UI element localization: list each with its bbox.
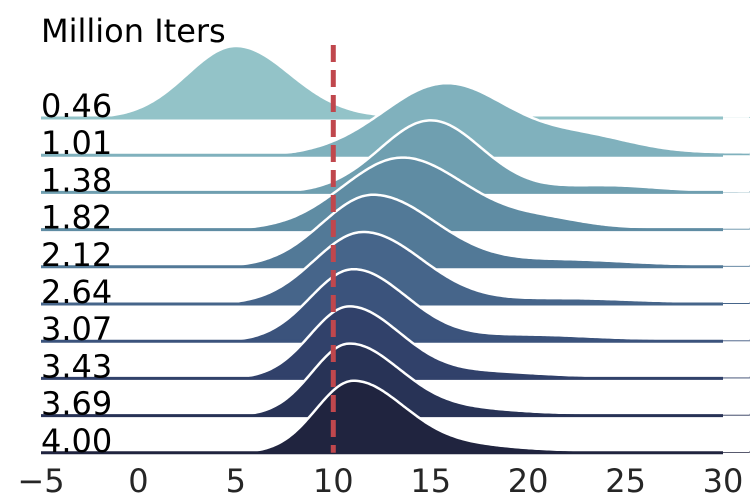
ridge-fill-0.46 — [41, 46, 750, 118]
ridge-label-4.00: 4.00 — [41, 422, 112, 460]
ridge-fill-3.69 — [41, 343, 750, 416]
x-tick-label: 20 — [508, 462, 549, 500]
x-tick-label: 5 — [226, 462, 246, 500]
ridge-fill-3.07 — [41, 269, 750, 342]
x-tick-label: −5 — [17, 462, 64, 500]
ridge-label-1.82: 1.82 — [41, 199, 112, 237]
x-tick-label: 0 — [128, 462, 148, 500]
ridge-fill-1.01 — [41, 83, 750, 156]
ridge-fill-2.64 — [41, 232, 750, 304]
ridge-label-1.38: 1.38 — [41, 161, 112, 199]
ridge-label-3.07: 3.07 — [41, 310, 112, 348]
x-tick-label: 30 — [703, 462, 744, 500]
ridge-label-2.64: 2.64 — [41, 273, 112, 311]
x-axis: −5 0 5 10 15 20 25 30 — [17, 462, 743, 500]
ridge-label-3.43: 3.43 — [41, 347, 112, 385]
ridge-4.00 — [41, 379, 750, 455]
x-tick-label: 25 — [605, 462, 646, 500]
ridge-fill-1.82 — [41, 157, 750, 230]
ridge-labels: 0.461.011.381.822.122.643.073.433.694.00 — [41, 87, 112, 460]
chart-title: Million Iters — [41, 12, 226, 50]
x-tick-label: 10 — [313, 462, 354, 500]
ridge-fill-3.43 — [41, 306, 750, 379]
ridge-fill-4.00 — [41, 380, 750, 453]
ridge-label-0.46: 0.46 — [41, 87, 112, 125]
x-tick-label: 15 — [410, 462, 451, 500]
ridge-label-1.01: 1.01 — [41, 124, 112, 162]
ridge-fill-2.12 — [41, 194, 750, 267]
ridges — [41, 44, 750, 455]
ridge-label-2.12: 2.12 — [41, 236, 112, 274]
ridge-fill-1.38 — [41, 120, 750, 193]
ridge-label-3.69: 3.69 — [41, 385, 112, 423]
